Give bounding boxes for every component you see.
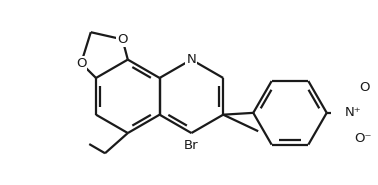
Text: O: O: [359, 81, 369, 94]
Text: Br: Br: [184, 139, 199, 152]
Text: O: O: [76, 57, 87, 70]
Text: N: N: [186, 53, 196, 66]
Text: O⁻: O⁻: [354, 132, 372, 145]
Text: N⁺: N⁺: [345, 106, 361, 119]
Text: O: O: [117, 33, 128, 46]
